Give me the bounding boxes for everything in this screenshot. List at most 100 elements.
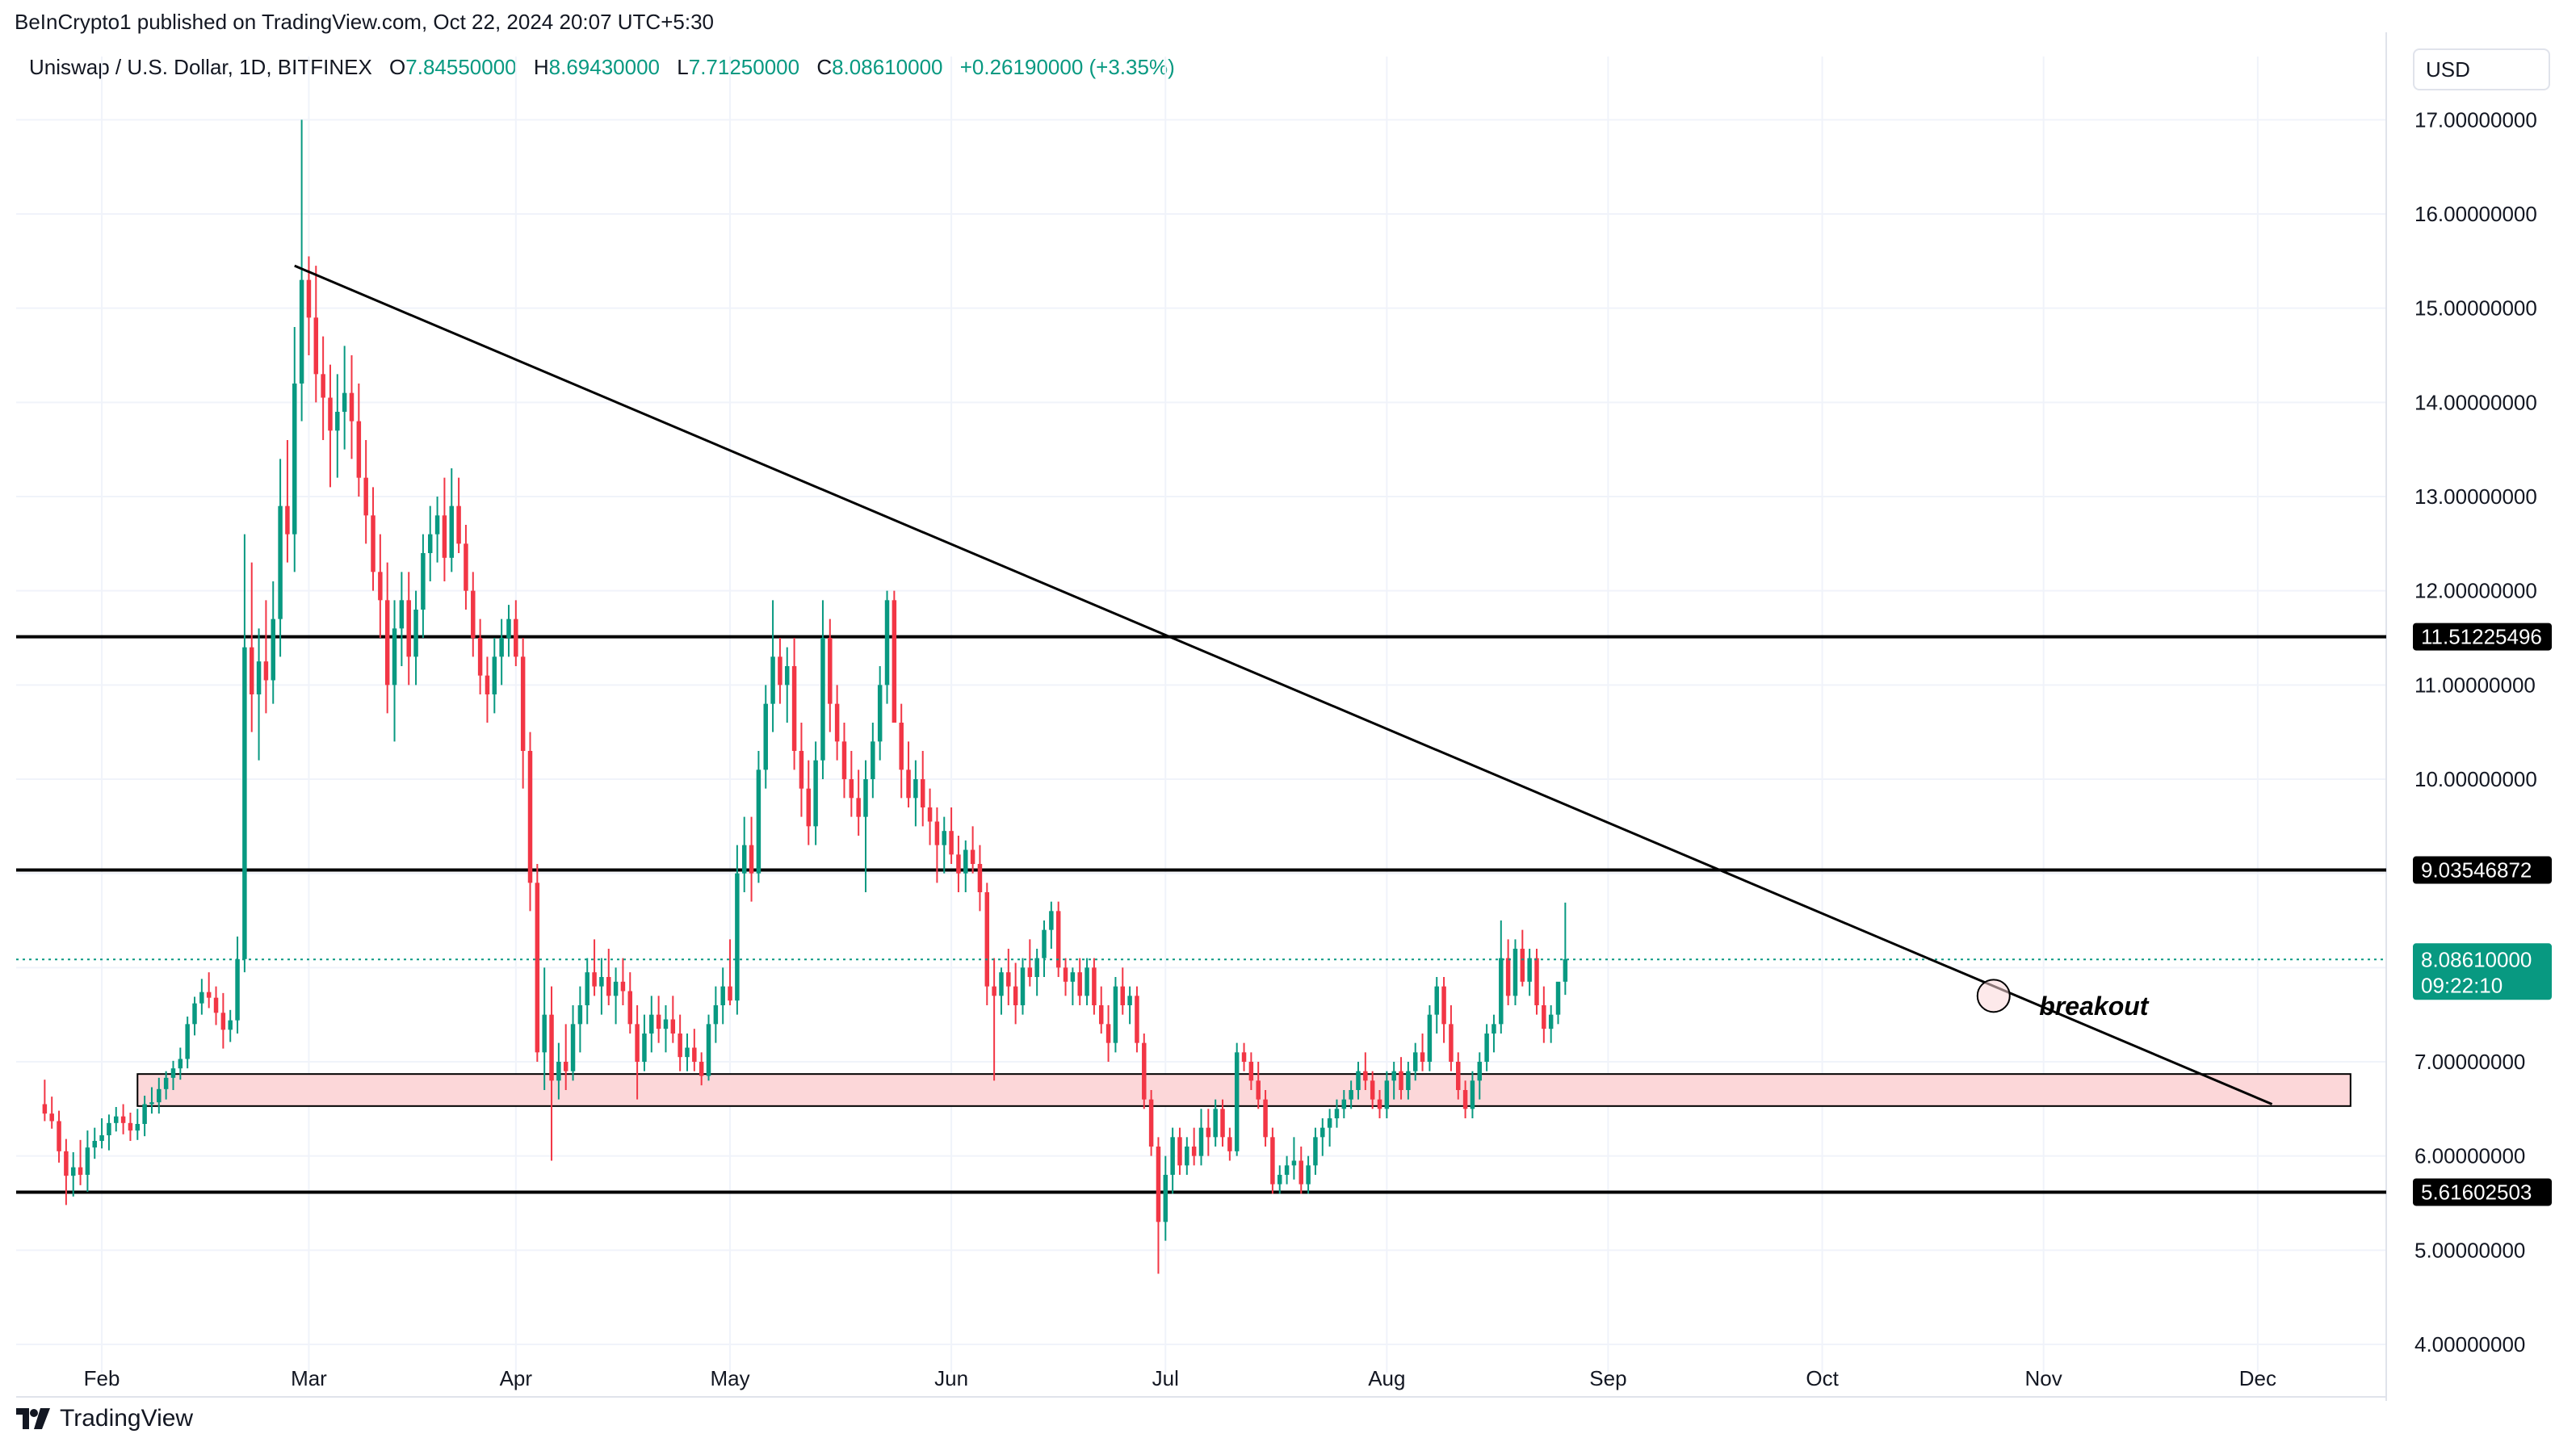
candle-body [328,397,333,431]
candle-body [563,1062,568,1071]
level-price-tag [2413,856,2552,884]
candle-body [770,656,775,704]
candle-body [406,600,411,657]
candle-body [57,1121,61,1151]
candle-body [977,864,983,892]
candle-body [1542,1005,1546,1029]
candle-body [592,972,597,987]
candle-body [1499,958,1504,1025]
low-label: L [677,55,689,79]
candle-body [1241,1052,1247,1062]
candle-body [485,675,490,694]
close-value: 8.08610000 [832,55,943,79]
candle-body [913,779,918,799]
symbol-title[interactable]: Uniswap / U.S. Dollar, 1D, BITFINEX [29,55,372,79]
candle-body [499,638,504,657]
candle-body [49,1113,54,1122]
candle-body [449,505,455,558]
candle-body [213,997,219,1013]
candle-body [1185,1147,1189,1166]
price-tick-label: 4.00000000 [2414,1332,2525,1356]
currency-button[interactable]: USD [2413,48,2550,90]
candle-body [834,703,840,742]
candle-body [128,1122,133,1131]
current-price-label: 8.08610000 [2421,947,2532,971]
candle-body [1477,1062,1483,1081]
low-value: 7.71250000 [688,55,800,79]
candle-body [1456,1062,1461,1090]
candle-body [349,392,355,421]
candle-body [1142,1042,1147,1100]
candle-body [791,666,797,751]
candle-body [263,661,269,681]
candle-body [1284,1165,1290,1175]
close-label: C [816,55,833,79]
candle-body [371,515,375,572]
tradingview-footer[interactable]: TradingView [15,1405,193,1432]
candle-body [1113,986,1118,1043]
candle-body [1148,1099,1154,1147]
candle-body [820,638,825,761]
candle-body [699,1062,704,1076]
candle-body [471,590,476,638]
symbol-legend: Uniswap / U.S. Dollar, 1D, BITFINEX O7.8… [29,55,1186,80]
candle-body [892,600,897,723]
candle-body [477,638,483,676]
month-tick-label: Mar [291,1366,327,1390]
candle-body [1027,967,1033,977]
candle-body [635,1024,640,1062]
candle-body [577,1005,583,1025]
candle-body [1177,1137,1182,1166]
candle-body [42,1104,48,1114]
candle-body [606,977,611,996]
tradingview-logo-icon [16,1408,50,1429]
month-tick-label: Jul [1152,1366,1179,1390]
candle-body [627,991,633,1025]
candle-body [970,849,975,864]
candle-body [1006,972,1011,987]
candle-body [877,685,883,742]
candle-body [1327,1118,1332,1128]
candle-body [542,1014,547,1053]
candle-body [756,769,761,874]
candle-body [942,831,946,845]
candle-body [906,769,911,799]
candle-body [613,981,619,996]
candle-body [142,1104,147,1124]
price-tick-label: 15.00000000 [2414,296,2537,321]
candle-body [1034,958,1039,977]
candle-body [813,760,818,827]
candle-body [392,628,397,686]
candle-body [828,638,833,704]
level-price-tag-label: 5.61602503 [2421,1180,2532,1204]
candle-body [170,1068,176,1078]
candle-body [841,741,847,779]
candle-body [399,600,405,629]
month-tick-label: Apr [500,1366,533,1390]
candle-body [720,986,725,1005]
candle-body [1563,958,1568,982]
candle-body [321,374,325,398]
candle-body [670,1019,676,1034]
month-tick-label: Feb [84,1366,120,1390]
month-tick-label: Aug [1368,1366,1405,1390]
candle-body [99,1135,104,1141]
candle-body [1313,1137,1318,1166]
candle-body [692,1047,697,1062]
candle-body [1412,1052,1418,1071]
price-tick-label: 14.00000000 [2414,390,2537,414]
candle-body [278,505,283,619]
candle-body [299,279,304,384]
candle-body [135,1124,141,1131]
candle-body [92,1141,97,1148]
candle-body [1135,996,1139,1043]
candle-body [642,1034,647,1062]
candle-body [256,661,262,694]
candle-body [1420,1052,1425,1062]
candle-body [1127,996,1132,1005]
candle-body [220,1013,226,1030]
candle-body [1399,1071,1403,1090]
candle-body [934,821,940,845]
candle-body [313,317,319,375]
